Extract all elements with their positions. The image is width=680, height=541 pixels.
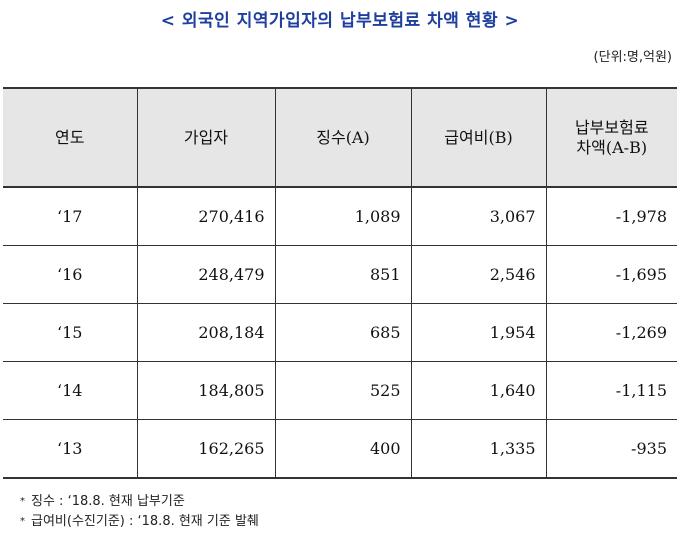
footnotes: * 징수 : ‘18.8. 현재 납부기준 * 급여비(수진기준) : ‘18.8.… <box>20 492 259 532</box>
cell-benefits: 3,067 <box>411 187 547 246</box>
cell-difference: -1,115 <box>546 361 677 420</box>
cell-benefits: 1,954 <box>411 303 547 362</box>
cell-year: ‘14 <box>3 361 138 420</box>
cell-difference: -935 <box>546 419 677 479</box>
cell-difference: -1,269 <box>546 303 677 362</box>
cell-year: ‘15 <box>3 303 138 362</box>
footnote-bullet: * <box>20 496 25 507</box>
cell-subscribers: 184,805 <box>137 361 276 420</box>
cell-subscribers: 208,184 <box>137 303 276 362</box>
cell-year: ‘16 <box>3 245 138 304</box>
footnote-text: 급여비(수진기준) : ‘18.8. 현재 기준 발췌 <box>31 514 259 529</box>
table-row: ‘14 184,805 525 1,640 -1,115 <box>3 361 677 420</box>
cell-year: ‘13 <box>3 419 138 479</box>
cell-collection: 400 <box>275 419 412 479</box>
cell-collection: 851 <box>275 245 412 304</box>
cell-subscribers: 248,479 <box>137 245 276 304</box>
header-benefits: 급여비(B) <box>411 87 547 188</box>
cell-subscribers: 270,416 <box>137 187 276 246</box>
cell-subscribers: 162,265 <box>137 419 276 479</box>
cell-year: ‘17 <box>3 187 138 246</box>
table-row: ‘16 248,479 851 2,546 -1,695 <box>3 245 677 304</box>
footnote: * 급여비(수진기준) : ‘18.8. 현재 기준 발췌 <box>20 512 259 532</box>
header-year: 연도 <box>3 87 138 188</box>
header-difference: 납부보험료 차액(A-B) <box>546 87 677 188</box>
header-subscribers: 가입자 <box>137 87 276 188</box>
header-collection: 징수(A) <box>275 87 412 188</box>
cell-difference: -1,695 <box>546 245 677 304</box>
cell-benefits: 1,640 <box>411 361 547 420</box>
page-title: < 외국인 지역가입자의 납부보험료 차액 현황 > <box>160 11 520 31</box>
footnote-bullet: * <box>20 516 25 527</box>
footnote: * 징수 : ‘18.8. 현재 납부기준 <box>20 492 259 512</box>
table-row: ‘15 208,184 685 1,954 -1,269 <box>3 303 677 362</box>
table-row: ‘13 162,265 400 1,335 -935 <box>3 419 677 479</box>
cell-collection: 1,089 <box>275 187 412 246</box>
cell-collection: 685 <box>275 303 412 362</box>
data-table: 연도 가입자 징수(A) 급여비(B) 납부보험료 차액(A-B) ‘17 27… <box>3 87 677 479</box>
table-row: ‘17 270,416 1,089 3,067 -1,978 <box>3 187 677 246</box>
unit-label: (단위:명,억원) <box>593 50 672 65</box>
footnote-text: 징수 : ‘18.8. 현재 납부기준 <box>31 494 185 509</box>
cell-collection: 525 <box>275 361 412 420</box>
cell-benefits: 1,335 <box>411 419 547 479</box>
cell-benefits: 2,546 <box>411 245 547 304</box>
cell-difference: -1,978 <box>546 187 677 246</box>
table-header-row: 연도 가입자 징수(A) 급여비(B) 납부보험료 차액(A-B) <box>3 87 677 188</box>
